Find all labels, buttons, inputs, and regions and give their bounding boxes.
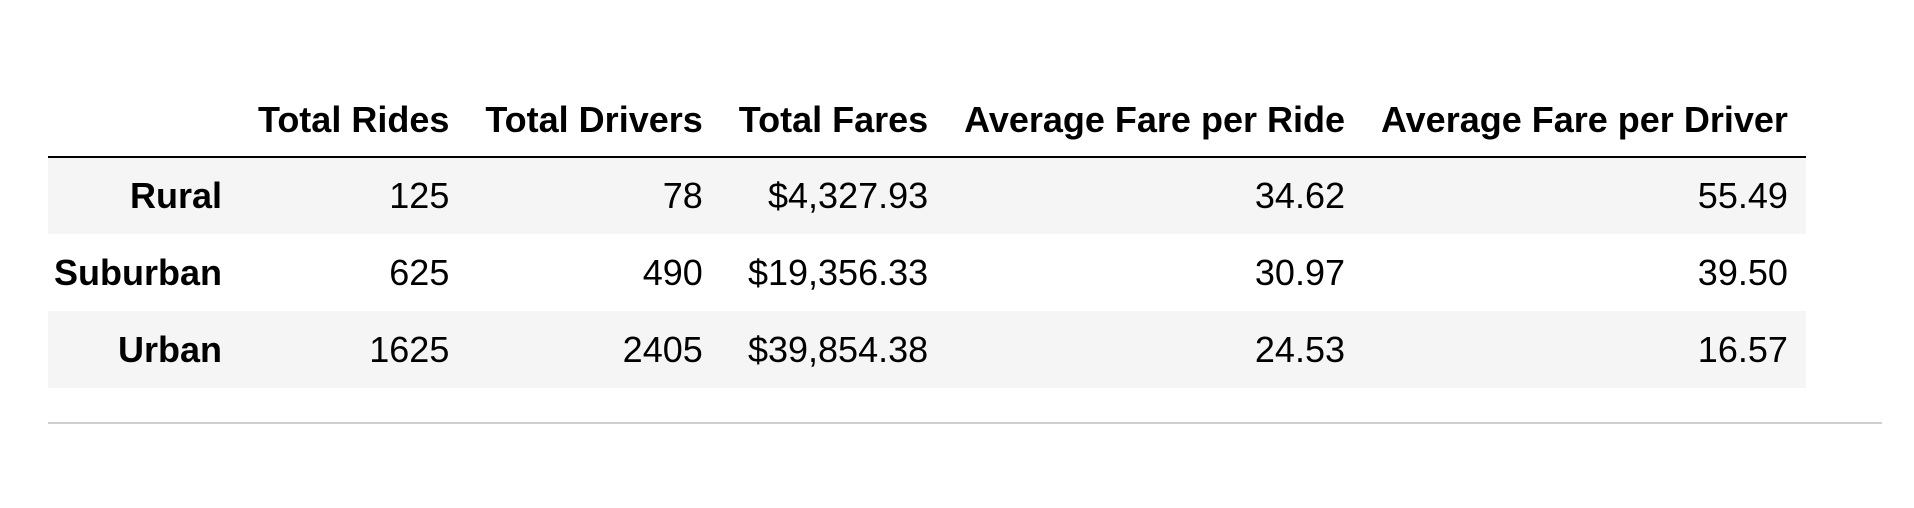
table-row: Suburban 625 490 $19,356.33 30.97 39.50 xyxy=(48,234,1806,311)
column-header-total-fares: Total Fares xyxy=(720,84,947,158)
column-header-total-rides: Total Rides xyxy=(240,84,468,158)
row-label: Rural xyxy=(129,175,222,216)
table-cell: $19,356.33 xyxy=(747,251,929,293)
row-label: Urban xyxy=(117,328,222,370)
table-cell: 24.53 xyxy=(1254,328,1345,370)
table-cell: 1625 xyxy=(369,328,450,370)
cell-divider xyxy=(48,422,1882,424)
table-row: Urban 1625 2405 $39,854.38 24.53 16.57 xyxy=(48,311,1806,388)
row-label: Suburban xyxy=(54,251,222,293)
table-body: Rural 125 78 $4,327.93 34.62 55.49 Subur… xyxy=(48,157,1806,388)
table-cell: 34.62 xyxy=(1254,175,1345,216)
table-cell: $39,854.38 xyxy=(747,328,929,370)
table-cell: 16.57 xyxy=(1697,328,1788,370)
table-cell: 78 xyxy=(662,175,703,216)
table-row: Rural 125 78 $4,327.93 34.62 55.49 xyxy=(48,157,1806,234)
table-cell: 39.50 xyxy=(1697,251,1788,293)
table-cell: 625 xyxy=(389,251,450,293)
table-cell: 490 xyxy=(642,251,703,293)
table-cell: 2405 xyxy=(622,328,703,370)
index-header xyxy=(48,84,240,158)
column-header-total-drivers: Total Drivers xyxy=(467,84,721,158)
table-cell: 30.97 xyxy=(1254,251,1345,293)
table-cell: 125 xyxy=(389,175,450,216)
summary-dataframe-table: Total Rides Total Drivers Total Fares Av… xyxy=(48,84,1806,388)
column-header-average-fare-per-driver: Average Fare per Driver xyxy=(1363,84,1806,158)
column-header-average-fare-per-ride: Average Fare per Ride xyxy=(946,84,1363,158)
table-header: Total Rides Total Drivers Total Fares Av… xyxy=(48,84,1806,158)
table-cell: 55.49 xyxy=(1697,175,1788,216)
table-cell: $4,327.93 xyxy=(768,175,929,216)
header-row: Total Rides Total Drivers Total Fares Av… xyxy=(48,84,1806,158)
